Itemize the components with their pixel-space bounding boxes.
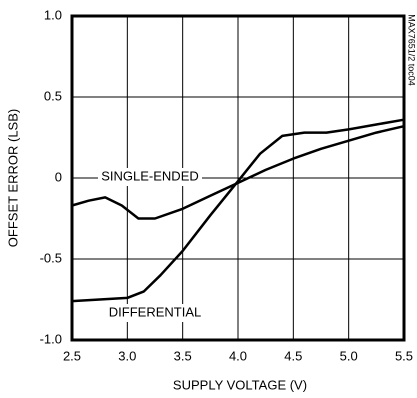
x-tick-label: 5.0 <box>340 348 358 363</box>
x-axis-label: SUPPLY VOLTAGE (V) <box>173 377 307 392</box>
annotation: DIFFERENTIAL <box>109 304 201 319</box>
data-line <box>70 124 406 220</box>
data-line <box>70 118 406 303</box>
annotation-bg <box>98 168 202 186</box>
y-tick-label: 0.5 <box>44 88 62 103</box>
annotation: SINGLE-ENDED <box>101 168 199 183</box>
x-tick-label: 4.5 <box>284 348 302 363</box>
x-tick-label: 3.0 <box>118 348 136 363</box>
y-tick-label: -0.5 <box>40 250 62 265</box>
y-tick-label: 0 <box>55 169 62 184</box>
y-axis-label: OFFSET ERROR (LSB) <box>5 109 20 247</box>
plot-frame <box>70 14 406 342</box>
x-tick-label: 3.5 <box>174 348 192 363</box>
x-tick-label: 2.5 <box>63 348 81 363</box>
annotation-bg <box>103 304 207 322</box>
x-tick-label: 4.0 <box>229 348 247 363</box>
y-tick-label: -1.0 <box>40 331 62 346</box>
side-note: MAX7651/2 toc04 <box>407 14 417 86</box>
y-tick-label: 1.0 <box>44 7 62 22</box>
x-tick-label: 5.5 <box>395 348 413 363</box>
